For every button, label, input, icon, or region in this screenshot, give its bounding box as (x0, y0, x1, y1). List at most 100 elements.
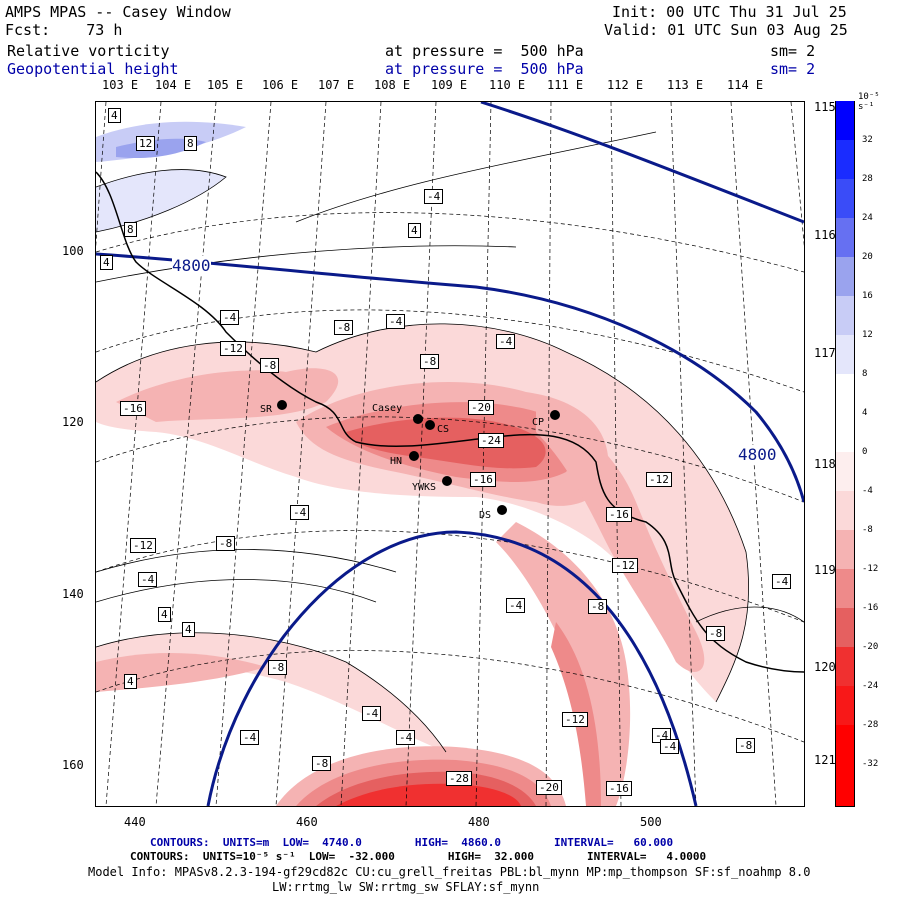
model-title: AMPS MPAS -- Casey Window (5, 3, 231, 21)
vorticity-label: -16 (606, 507, 632, 522)
vorticity-label: -8 (420, 354, 440, 369)
colorbar-label: 20 (862, 252, 873, 262)
lon-label: 107 E (318, 78, 355, 92)
vorticity-label: -12 (220, 341, 246, 356)
height-label: 4800 (738, 445, 777, 464)
field2-smoothing: sm= 2 (770, 60, 816, 78)
vorticity-label: -4 (138, 572, 158, 587)
vorticity-label: 4 (158, 607, 171, 622)
colorbar-label: -8 (862, 525, 873, 535)
colorbar-label: 24 (862, 213, 873, 223)
vorticity-label: -4 (386, 314, 406, 329)
station-name: CS (437, 424, 450, 435)
vorticity-label: -4 (220, 310, 240, 325)
vorticity-label: -4 (660, 739, 680, 754)
x-tick: 440 (124, 815, 146, 829)
lon-label: 110 E (489, 78, 526, 92)
vorticity-shading (96, 121, 749, 806)
vorticity-label: -8 (216, 536, 236, 551)
vorticity-label: -12 (562, 712, 588, 727)
lon-label: 105 E (207, 78, 244, 92)
vorticity-label: -8 (588, 599, 608, 614)
colorbar-label: -28 (862, 720, 879, 730)
station-name: HN (390, 456, 403, 467)
lon-label: 112 E (607, 78, 644, 92)
station-name: DS (479, 510, 492, 521)
colorbar-label: 12 (862, 330, 873, 340)
vorticity-label: 4 (108, 108, 121, 123)
vorticity-label: -4 (362, 706, 382, 721)
vorticity-label: -16 (606, 781, 632, 796)
lon-label: 113 E (667, 78, 704, 92)
vorticity-label: -20 (536, 780, 562, 795)
field2-name: Geopotential height (7, 60, 179, 78)
vorticity-label: -12 (612, 558, 638, 573)
vorticity-label: -12 (130, 538, 156, 553)
vorticity-label: -8 (268, 660, 288, 675)
colorbar-label: -16 (862, 603, 879, 613)
vorticity-label: -16 (120, 401, 146, 416)
vorticity-label: -4 (652, 728, 672, 743)
station-name: CP (532, 417, 545, 428)
height-contours (96, 102, 804, 806)
vorticity-label: 8 (184, 136, 197, 151)
vorticity-label: -24 (478, 433, 504, 448)
y-tick: 120 (62, 415, 84, 429)
vorticity-label: -4 (240, 730, 260, 745)
station-name: Casey (372, 403, 403, 414)
height-contour-info: CONTOURS: UNITS=m LOW= 4740.0 HIGH= 4860… (150, 836, 674, 849)
field1-smoothing: sm= 2 (770, 42, 816, 60)
vorticity-label: -4 (496, 334, 516, 349)
vorticity-label: -4 (772, 574, 792, 589)
model-info-line2: LW:rrtmg_lw SW:rrtmg_sw SFLAY:sf_mynn (272, 880, 540, 894)
forecast-hour: Fcst: 73 h (5, 21, 123, 39)
station-name: SR (260, 404, 273, 415)
map-canvas (96, 102, 804, 806)
x-tick: 460 (296, 815, 318, 829)
map-plot: 4800 4800 SR Casey CS CP HN YWKS DS 4 12… (95, 101, 805, 807)
vorticity-label: 4 (182, 622, 195, 637)
lon-label: 104 E (155, 78, 192, 92)
vorticity-label: -28 (446, 771, 472, 786)
vorticity-label: 4 (124, 674, 137, 689)
colorbar-label: -32 (862, 759, 879, 769)
vorticity-label: -8 (736, 738, 756, 753)
vorticity-label: 12 (136, 136, 156, 151)
colorbar-unit: 10⁻⁵ s⁻¹ (858, 92, 880, 112)
vorticity-label: -4 (290, 505, 310, 520)
lon-label: 106 E (262, 78, 299, 92)
vorticity-label: -20 (468, 400, 494, 415)
vorticity-label: -8 (706, 626, 726, 641)
lon-label: 111 E (547, 78, 584, 92)
station-name: YWKS (412, 482, 437, 493)
y-tick: 140 (62, 587, 84, 601)
colorbar-label: -12 (862, 564, 879, 574)
coastline (96, 171, 804, 673)
colorbar-label: 28 (862, 174, 873, 184)
vorticity-label: 4 (408, 223, 421, 238)
vorticity-label: -4 (396, 730, 416, 745)
lon-label: 103 E (102, 78, 139, 92)
lon-label: 108 E (374, 78, 411, 92)
y-tick: 100 (62, 244, 84, 258)
field1-level: at pressure = 500 hPa (385, 42, 584, 60)
field2-level: at pressure = 500 hPa (385, 60, 584, 78)
model-info: Model Info: MPASv8.2.3-194-gf29cd82c CU:… (88, 865, 811, 879)
vorticity-label: -8 (260, 358, 280, 373)
colorbar-label: 8 (862, 369, 868, 379)
colorbar-label: 16 (862, 291, 873, 301)
vorticity-label: 4 (100, 255, 113, 270)
field1-name: Relative vorticity (7, 42, 170, 60)
vorticity-label: -8 (312, 756, 332, 771)
vorticity-label: -4 (424, 189, 444, 204)
x-tick: 480 (468, 815, 490, 829)
vorticity-label: 8 (124, 222, 137, 237)
valid-time: Valid: 01 UTC Sun 03 Aug 25 (604, 21, 848, 39)
colorbar-label: 4 (862, 408, 868, 418)
colorbar-label: -4 (862, 486, 873, 496)
colorbar-label: -20 (862, 642, 879, 652)
vorticity-label: -4 (506, 598, 526, 613)
colorbar-label: 32 (862, 135, 873, 145)
station-markers (277, 400, 560, 515)
colorbar-label: -24 (862, 681, 879, 691)
